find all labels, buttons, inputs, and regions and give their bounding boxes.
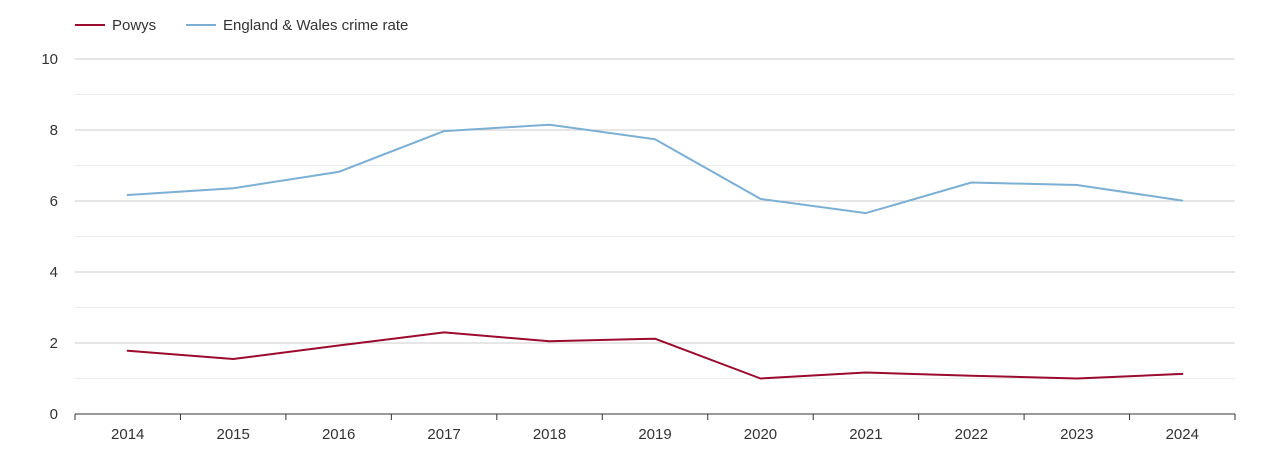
y-tick-label: 2 [50,335,58,352]
x-tick-label: 2015 [216,426,249,443]
data-point-series-1[interactable] [125,192,131,198]
data-point-series-1[interactable] [652,136,658,142]
x-tick-label: 2016 [322,426,355,443]
x-tick-label: 2018 [533,426,566,443]
data-point-series-1[interactable] [230,185,236,191]
x-tick-label: 2019 [638,426,671,443]
y-axis: 0 2 4 6 8 10 [41,51,58,423]
y-tick-label: 4 [50,264,58,281]
x-tick-label: 2021 [849,426,882,443]
chart-series [125,122,1185,382]
data-point-series-1[interactable] [757,196,763,202]
data-point-series-0[interactable] [230,356,236,362]
legend-item-series-1[interactable]: England & Wales crime rate [186,17,408,34]
data-point-series-0[interactable] [547,338,553,344]
data-point-series-1[interactable] [547,122,553,128]
data-point-series-0[interactable] [863,369,869,375]
x-tick-label: 2017 [427,426,460,443]
data-point-series-1[interactable] [968,180,974,186]
data-point-series-0[interactable] [968,373,974,379]
x-tick-label: 2024 [1166,426,1199,443]
data-point-series-0[interactable] [757,376,763,382]
x-tick-label: 2023 [1060,426,1093,443]
data-point-series-1[interactable] [863,210,869,216]
y-tick-label: 10 [41,51,58,68]
data-point-series-1[interactable] [441,128,447,134]
data-point-series-0[interactable] [336,342,342,348]
data-point-series-1[interactable] [1179,198,1185,204]
legend-label-series-0: Powys [112,17,156,34]
data-point-series-0[interactable] [441,329,447,335]
data-point-series-0[interactable] [125,348,131,354]
x-tick-label: 2014 [111,426,144,443]
chart-legend: Powys England & Wales crime rate [75,17,408,34]
series-line-0[interactable] [126,331,1184,380]
x-tick-label: 2020 [744,426,777,443]
data-point-series-1[interactable] [336,169,342,175]
data-point-series-0[interactable] [1074,376,1080,382]
data-point-series-0[interactable] [1179,371,1185,377]
data-point-series-1[interactable] [1074,182,1080,188]
legend-label-series-1: England & Wales crime rate [223,17,408,34]
x-axis: 2014 2015 2016 2017 2018 2019 2020 2021 2022 2023… [74,413,1236,443]
chart-grid [75,58,1235,379]
series-line-1[interactable] [126,123,1184,215]
legend-item-series-0[interactable]: Powys [75,17,156,34]
y-tick-label: 8 [50,122,58,139]
y-tick-label: 0 [50,406,58,423]
x-tick-label: 2022 [955,426,988,443]
data-point-series-0[interactable] [652,336,658,342]
y-tick-label: 6 [50,193,58,210]
